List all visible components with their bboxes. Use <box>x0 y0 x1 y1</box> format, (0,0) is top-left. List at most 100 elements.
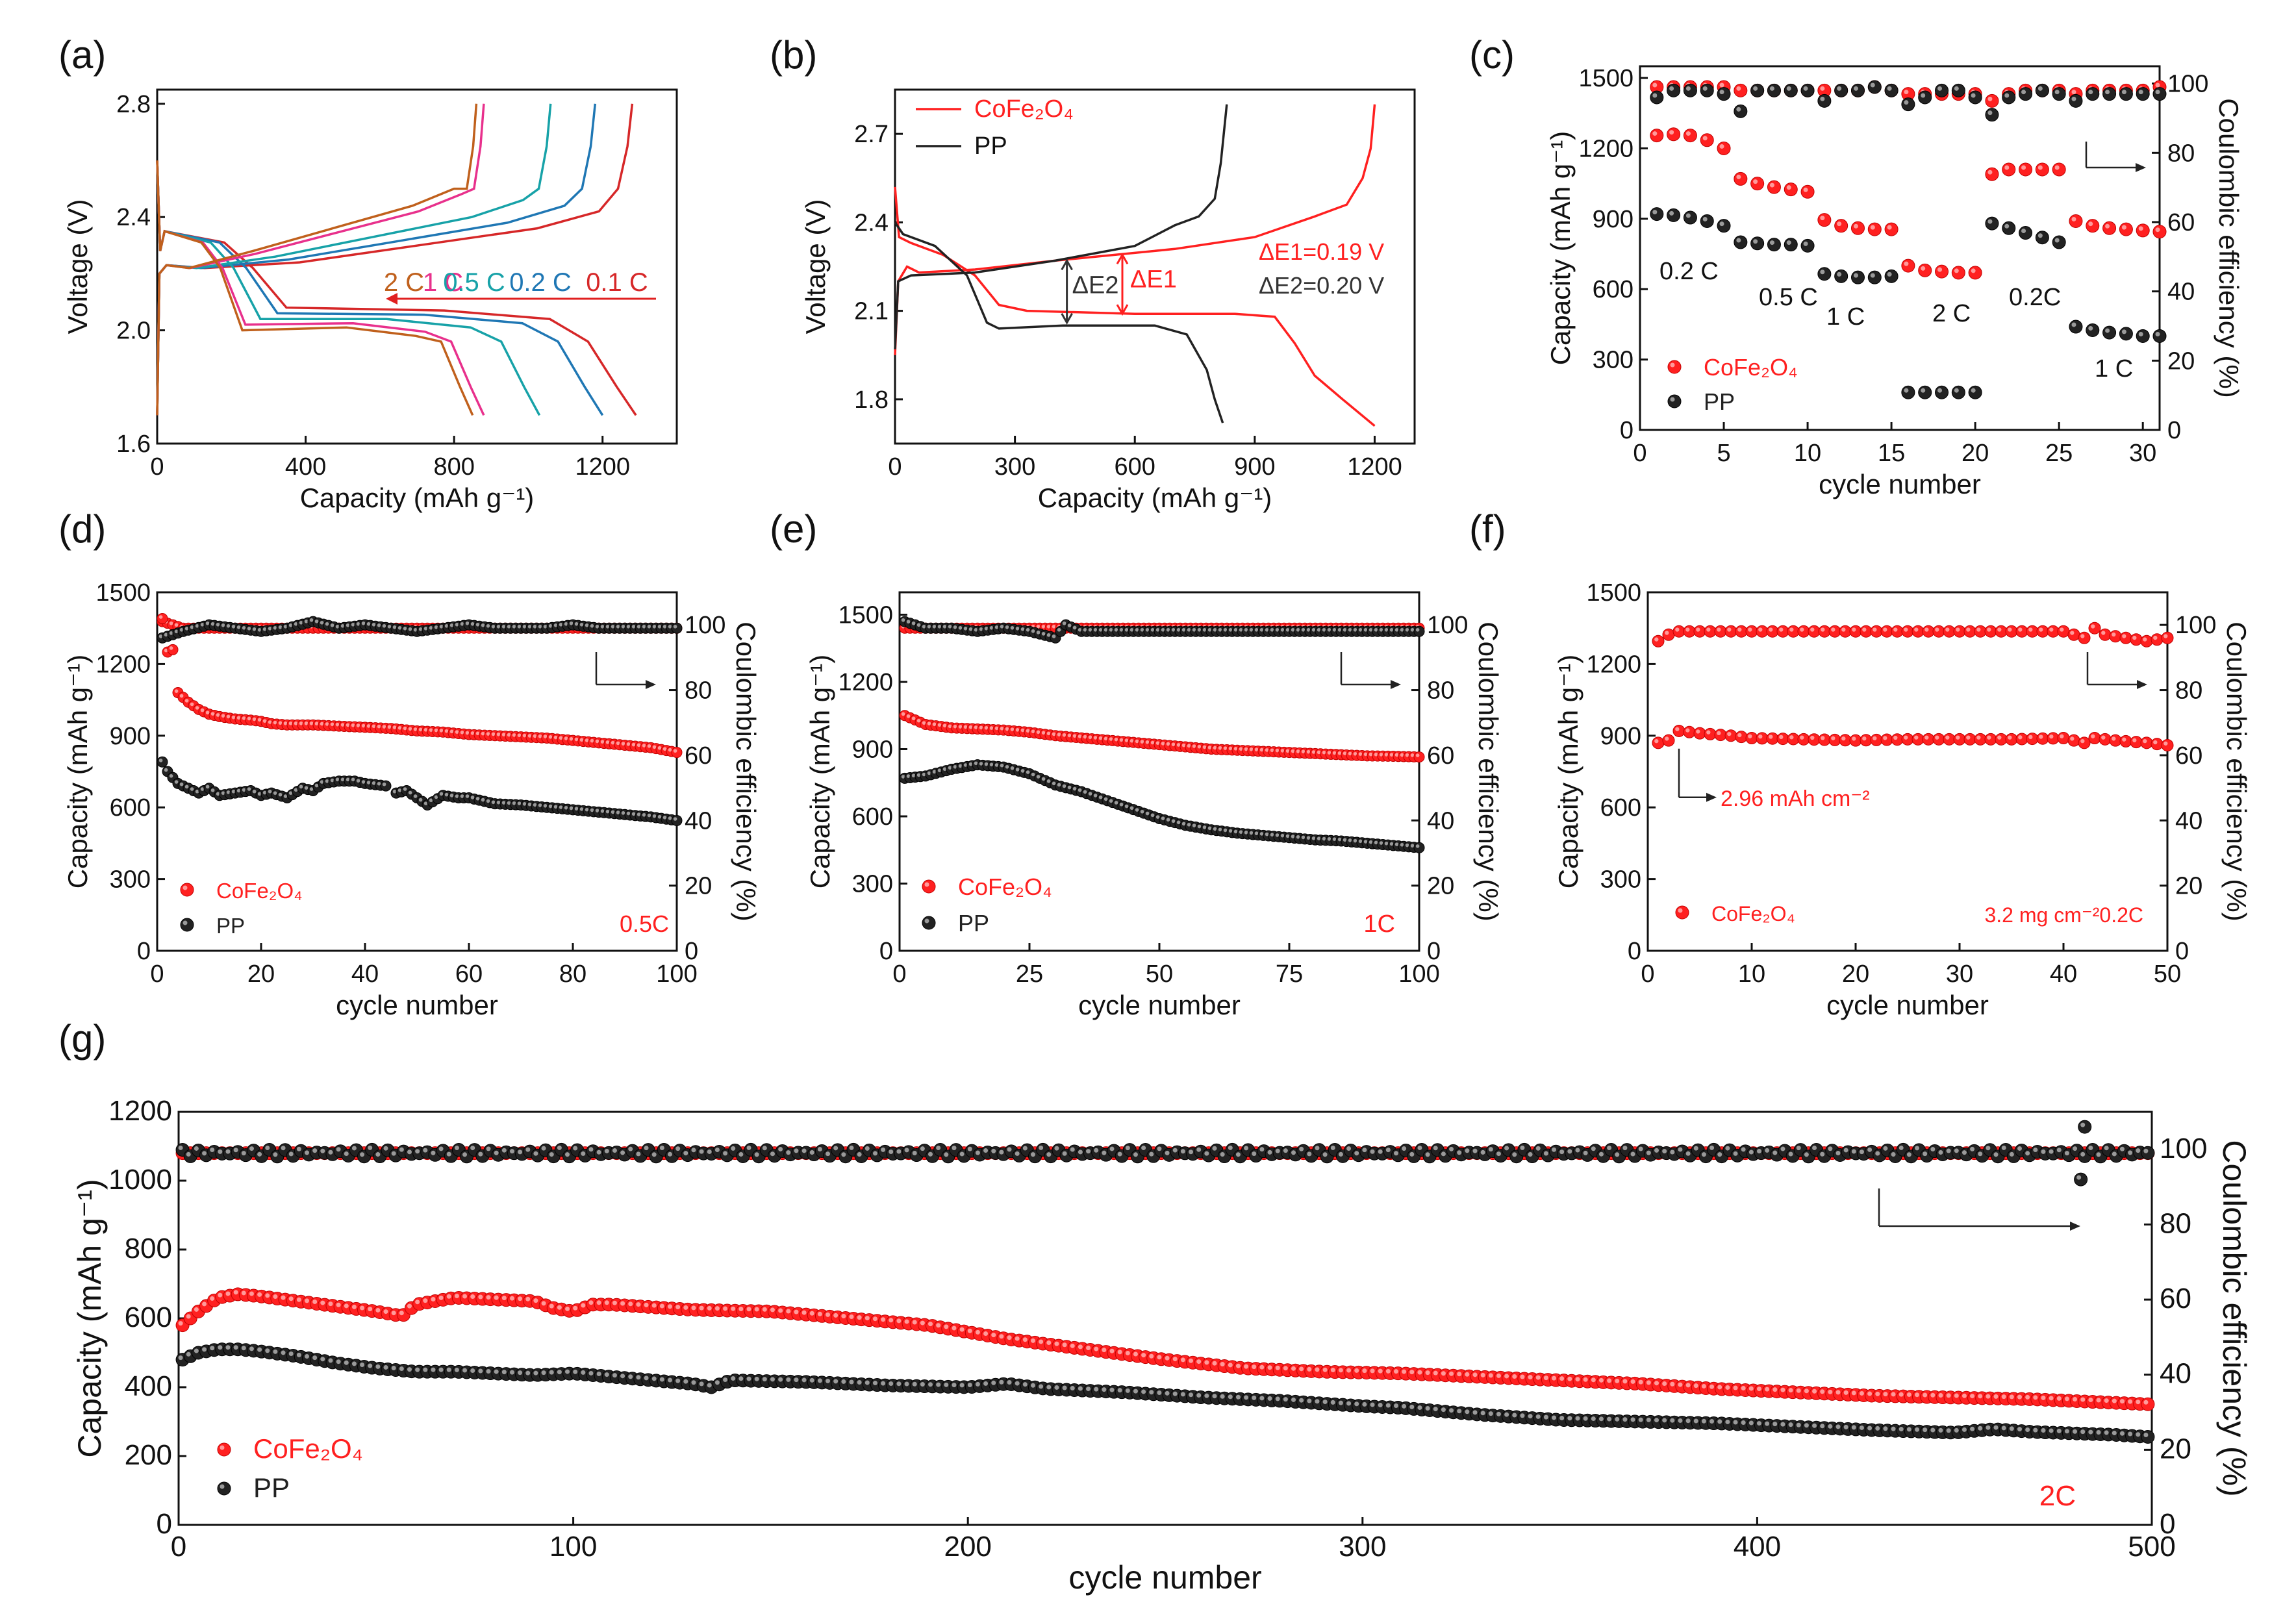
data-point-highlight <box>1883 736 1887 740</box>
ce-point-highlight <box>1322 628 1326 632</box>
ce-point-highlight <box>1552 1147 1557 1152</box>
data-point-highlight <box>1394 753 1399 757</box>
ce-point-highlight <box>462 1152 468 1157</box>
data-point-highlight <box>1425 1406 1430 1411</box>
ce-point-highlight <box>2001 1145 2006 1150</box>
ce-point-highlight <box>991 1148 996 1153</box>
data-point-highlight <box>904 1319 909 1324</box>
ce-point-highlight <box>1249 628 1254 632</box>
ce-point-highlight <box>1133 1152 1138 1157</box>
data-point-highlight <box>944 1382 949 1387</box>
ce-point-highlight <box>439 625 444 629</box>
data-point-highlight <box>1196 1393 1202 1398</box>
ce-point-highlight <box>1223 628 1228 632</box>
data-point-highlight <box>202 1301 207 1307</box>
data-point-highlight <box>2128 1431 2133 1437</box>
ce-point-highlight <box>423 627 428 631</box>
ce-point-highlight <box>392 625 397 629</box>
data-point-highlight <box>841 1379 846 1384</box>
data-point-highlight <box>2121 329 2126 334</box>
data-point-highlight <box>1358 839 1363 844</box>
ce-point-highlight <box>1701 1152 1706 1157</box>
data-point-highlight <box>1769 182 1774 188</box>
data-point-highlight <box>699 1305 704 1311</box>
y-tick-label: 1.8 <box>854 386 889 414</box>
data-point-highlight <box>1887 271 1892 277</box>
ce-point <box>1953 625 1966 638</box>
ce-point-highlight <box>2064 1151 2069 1156</box>
ce-point-highlight <box>1669 86 1674 91</box>
data-point-highlight <box>496 800 501 805</box>
x-axis-label: cycle number <box>1819 469 1981 499</box>
ce-point-highlight <box>1997 627 2002 632</box>
data-point-highlight <box>501 733 506 736</box>
data-point-highlight <box>1348 751 1352 756</box>
ce-point-highlight <box>944 1152 949 1157</box>
data-point-highlight <box>1615 1378 1620 1383</box>
data-point-highlight <box>872 1316 877 1322</box>
data-point <box>1700 133 1714 147</box>
ce-point <box>2069 94 2083 108</box>
data-point-highlight <box>1125 1388 1130 1393</box>
data-point <box>2136 329 2150 343</box>
data-point <box>1662 734 1675 747</box>
data-point-highlight <box>1956 735 1960 740</box>
data-point <box>1766 732 1779 745</box>
ce-point-highlight <box>501 625 506 629</box>
data-point-highlight <box>294 788 298 792</box>
ce-point-highlight <box>1311 628 1316 632</box>
data-point <box>1918 385 1932 399</box>
data-point-highlight <box>481 731 485 736</box>
data-point-highlight <box>857 1379 862 1385</box>
data-point-highlight <box>1441 1371 1446 1376</box>
ce-point-highlight <box>928 1151 933 1157</box>
data-point-highlight <box>1220 1394 1225 1399</box>
data-point-highlight <box>1322 750 1326 755</box>
x-axis-label: cycle number <box>1826 990 1989 1020</box>
data-point-highlight <box>1149 1353 1154 1359</box>
data-point-highlight <box>1259 832 1264 836</box>
ce-point-highlight <box>2088 90 2093 95</box>
ce-point-highlight <box>525 1147 531 1152</box>
y-tick-label: 300 <box>852 871 893 898</box>
data-point-highlight <box>1161 742 1165 746</box>
ce-point-highlight <box>1923 1151 1928 1157</box>
ce-point <box>2136 87 2150 101</box>
ce-point-highlight <box>1702 86 1708 91</box>
series-PP <box>1650 207 2167 399</box>
data-point-highlight <box>1330 1368 1335 1373</box>
data-point-highlight <box>1267 1396 1272 1401</box>
data-point <box>2141 1429 2155 1444</box>
data-point-highlight <box>1709 1384 1715 1389</box>
ce-point-highlight <box>1851 1149 1856 1154</box>
ce-point <box>1974 625 1987 638</box>
ce-point-highlight <box>1804 1152 1809 1157</box>
data-point-highlight <box>636 1375 641 1380</box>
data-point <box>2141 1397 2155 1411</box>
data-point-highlight <box>628 1301 633 1307</box>
ce-point-highlight <box>221 623 225 627</box>
data-point-highlight <box>1696 729 1700 734</box>
data-point-highlight <box>304 722 309 725</box>
ce-point-highlight <box>1410 628 1415 632</box>
data-point-highlight <box>418 727 423 732</box>
ce-point-highlight <box>1904 627 1908 632</box>
ce-point <box>1700 83 1714 97</box>
data-point-highlight <box>1736 174 1741 179</box>
ce-point-highlight <box>1853 86 1858 91</box>
data-point-highlight <box>1836 1424 1841 1429</box>
data-point-highlight <box>1109 799 1113 803</box>
data-point-highlight <box>543 735 548 738</box>
data-point-highlight <box>1662 1418 1667 1423</box>
data-point-highlight <box>1583 1416 1588 1421</box>
data-point-highlight <box>1535 1414 1541 1419</box>
data-point-highlight <box>984 725 989 730</box>
ce-point-highlight <box>356 622 360 626</box>
data-point-highlight <box>1026 729 1030 733</box>
ce-point-highlight <box>2054 90 2060 95</box>
data-point-highlight <box>1166 818 1170 822</box>
data-point-highlight <box>849 1379 854 1385</box>
ce-point-highlight <box>1836 1150 1841 1155</box>
ce-point-highlight <box>948 625 952 629</box>
data-point-highlight <box>377 724 381 729</box>
